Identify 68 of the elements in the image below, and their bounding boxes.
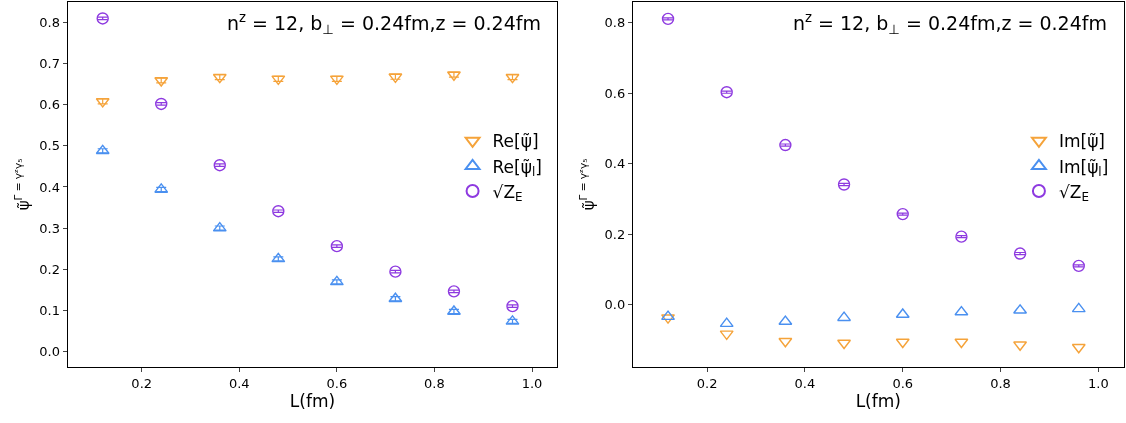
- x-tick-label: 0.6: [326, 375, 348, 391]
- y-tick-label: 0.2: [39, 261, 60, 277]
- y-tick-label: 0.2: [604, 226, 626, 242]
- point: [661, 12, 675, 26]
- point: [720, 85, 733, 99]
- point: [778, 337, 793, 348]
- x-tick-label: 0.4: [228, 375, 250, 391]
- point: [329, 75, 344, 86]
- point: [719, 330, 734, 341]
- y-tick-label: 0.7: [39, 56, 60, 72]
- point: [96, 12, 109, 25]
- legend-label: √Z$_{E}$: [1058, 181, 1089, 205]
- point: [1013, 247, 1027, 260]
- point: [955, 230, 968, 243]
- x-tick-label: 0.6: [892, 375, 914, 391]
- x-tick-label: 0.4: [794, 375, 816, 391]
- y-tick-label: 0.8: [604, 15, 626, 31]
- legend-label: Re[ψ̃$_{l}$]: [492, 156, 542, 180]
- x-tick-label: 0.2: [696, 375, 718, 391]
- y-tick-label: 0.8: [39, 15, 60, 31]
- point: [271, 252, 286, 263]
- point: [389, 265, 402, 278]
- point: [506, 299, 519, 313]
- point: [896, 207, 909, 221]
- y-tick-label: 0.6: [39, 97, 60, 113]
- legend-label: Im[ψ̃$_{l}$]: [1058, 156, 1109, 180]
- point: [837, 178, 851, 191]
- point: [1072, 259, 1085, 273]
- y-tick-label: 0.5: [39, 138, 60, 154]
- point: [155, 97, 168, 111]
- x-tick-label: 1.0: [1087, 375, 1109, 391]
- annotation: n$^{z}$ = 12, b$_{⊥}$ = 0.24fm,z = 0.24fm: [227, 10, 541, 37]
- x-axis-title: L(fm): [289, 390, 336, 411]
- y-tick-label: 0.1: [39, 302, 60, 318]
- y-tick-label: 0.6: [604, 85, 626, 101]
- x-tick-label: 0.8: [990, 375, 1011, 391]
- point: [837, 311, 852, 322]
- x-axis-title: L(fm): [855, 390, 901, 411]
- annotation: n$^{z}$ = 12, b$_{⊥}$ = 0.24fm,z = 0.24fm: [793, 10, 1107, 37]
- point: [1071, 302, 1086, 313]
- x-tick-label: 0.2: [131, 375, 153, 391]
- point: [1071, 343, 1086, 354]
- x-tick-label: 0.8: [424, 375, 445, 391]
- point: [271, 75, 286, 86]
- legend-label: Re[ψ̃]: [492, 131, 539, 152]
- point: [388, 292, 403, 303]
- point: [837, 339, 852, 350]
- legend-label: Im[ψ̃]: [1058, 131, 1105, 152]
- y-tick-label: 0.4: [39, 179, 60, 195]
- point: [954, 338, 969, 349]
- point: [213, 158, 226, 172]
- point: [779, 138, 792, 152]
- y-tick-label: 0.0: [604, 297, 626, 313]
- point: [447, 285, 461, 298]
- y-tick-label: 0.4: [604, 156, 626, 172]
- point: [954, 305, 969, 316]
- point: [330, 239, 344, 253]
- x-tick-label: 1.0: [521, 375, 543, 391]
- point: [329, 275, 344, 286]
- y-tick-label: 0.0: [39, 343, 60, 359]
- point: [719, 317, 734, 328]
- point: [95, 144, 110, 155]
- point: [388, 73, 403, 84]
- point: [272, 205, 285, 218]
- point: [895, 338, 910, 349]
- point: [212, 221, 227, 232]
- legend-label: √Z$_{E}$: [492, 181, 523, 205]
- y-tick-label: 0.3: [39, 220, 60, 236]
